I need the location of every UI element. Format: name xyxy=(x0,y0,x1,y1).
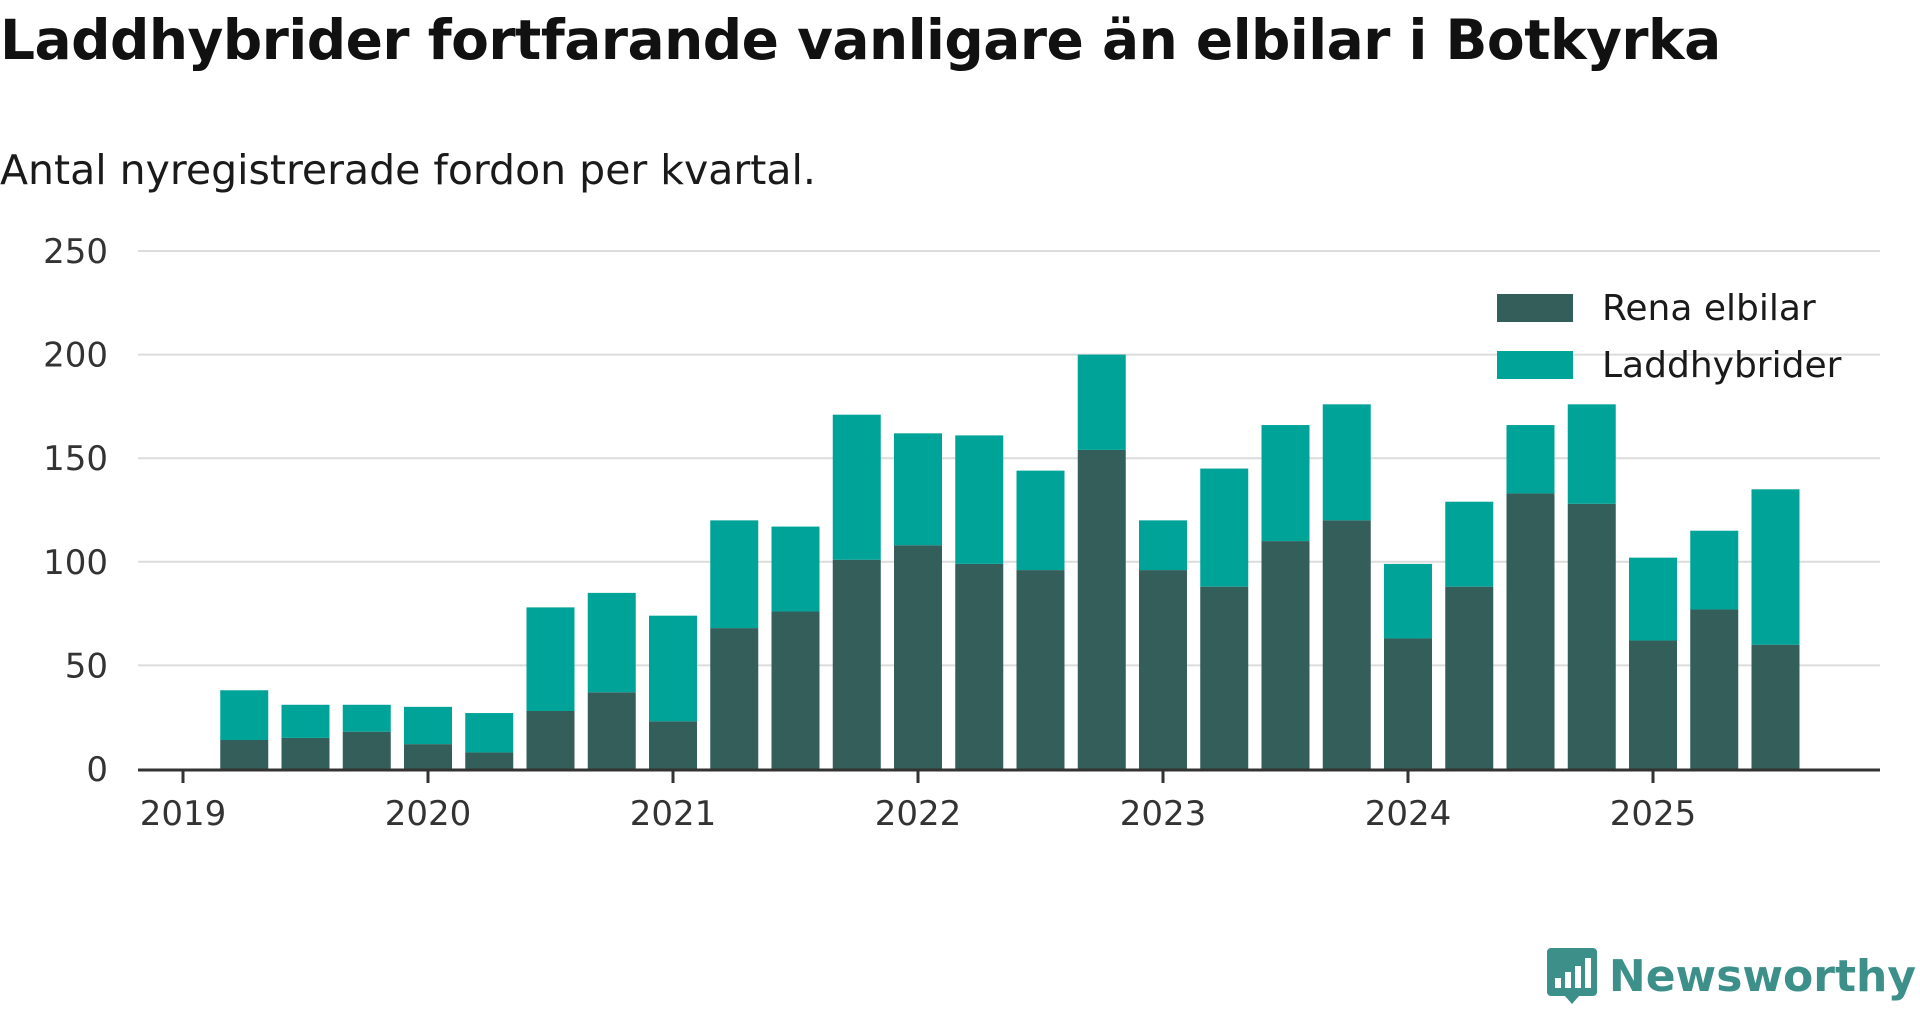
bar-laddhybrider-2023-q1 xyxy=(1139,520,1187,571)
legend: Rena elbilar Laddhybrider xyxy=(1497,288,1842,386)
bar-rena-elbilar-2023-q4 xyxy=(1322,520,1371,769)
bar-laddhybrider-2020-q2 xyxy=(465,713,514,753)
bar-laddhybrider-2025-q2 xyxy=(1690,530,1739,610)
bar-rena-elbilar-2021-q2 xyxy=(710,628,759,769)
y-tick-label-150: 150 xyxy=(43,439,108,479)
bar-rena-elbilar-2025-q1 xyxy=(1629,640,1677,769)
bar-rena-elbilar-2022-q2 xyxy=(955,563,1004,769)
bar-laddhybrider-2023-q2 xyxy=(1200,468,1249,587)
bar-rena-elbilar-2022-q4 xyxy=(1077,449,1126,769)
bar-rena-elbilar-2020-q3 xyxy=(526,710,575,769)
legend-label-rena-elbilar: Rena elbilar xyxy=(1602,288,1816,329)
bar-rena-elbilar-2022-q3 xyxy=(1016,570,1065,769)
bar-rena-elbilar-2021-q1 xyxy=(649,721,697,769)
y-tick-label-250: 250 xyxy=(43,232,108,272)
bar-laddhybrider-2021-q1 xyxy=(649,615,697,722)
bar-rena-elbilar-2020-q1 xyxy=(404,744,452,769)
legend-swatch-laddhybrider xyxy=(1497,351,1573,379)
bar-rena-elbilar-2021-q3 xyxy=(771,611,820,769)
bar-laddhybrider-2023-q3 xyxy=(1261,425,1310,542)
bar-laddhybrider-2024-q1 xyxy=(1384,563,1432,639)
bar-laddhybrider-2019-q4 xyxy=(342,704,391,732)
bar-rena-elbilar-2020-q2 xyxy=(465,752,514,769)
bar-rena-elbilar-2024-q2 xyxy=(1445,586,1494,769)
y-tick-label-100: 100 xyxy=(43,543,108,583)
x-tick-label-2022: 2022 xyxy=(875,794,962,834)
bar-laddhybrider-2022-q3 xyxy=(1016,470,1065,571)
y-tick-label-200: 200 xyxy=(43,336,108,376)
bar-rena-elbilar-2024-q4 xyxy=(1567,503,1616,769)
bar-rena-elbilar-2025-q3 xyxy=(1751,644,1800,769)
legend-label-laddhybrider: Laddhybrider xyxy=(1602,345,1842,386)
bar-rena-elbilar-2025-q2 xyxy=(1690,609,1739,769)
bar-laddhybrider-2024-q3 xyxy=(1506,425,1555,494)
bar-laddhybrider-2022-q2 xyxy=(955,435,1004,564)
x-tick-label-2024: 2024 xyxy=(1365,794,1452,834)
bar-rena-elbilar-2019-q4 xyxy=(342,731,391,769)
bar-laddhybrider-2021-q2 xyxy=(710,520,759,629)
chart-title: Laddhybrider fortfarande vanligare än el… xyxy=(0,8,1721,72)
bar-laddhybrider-2024-q2 xyxy=(1445,501,1494,587)
chart-subtitle: Antal nyregistrerade fordon per kvartal. xyxy=(0,146,816,194)
bar-laddhybrider-2019-q2 xyxy=(220,690,269,740)
y-axis-ticks: 0 50 100 150 200 250 xyxy=(43,232,108,790)
x-tick-label-2023: 2023 xyxy=(1120,794,1207,834)
bar-rena-elbilar-2023-q1 xyxy=(1139,570,1187,769)
y-tick-label-0: 0 xyxy=(86,750,108,790)
x-tick-label-2020: 2020 xyxy=(385,794,472,834)
bar-rena-elbilar-2024-q1 xyxy=(1384,638,1432,769)
bars xyxy=(220,354,1800,769)
bar-rena-elbilar-2020-q4 xyxy=(587,692,636,769)
y-tick-label-50: 50 xyxy=(65,646,108,686)
brand-name: Newsworthy xyxy=(1608,950,1916,1002)
bar-laddhybrider-2019-q3 xyxy=(281,704,330,738)
bar-rena-elbilar-2019-q3 xyxy=(281,737,330,769)
x-tick-label-2019: 2019 xyxy=(140,794,227,834)
bar-rena-elbilar-2022-q1 xyxy=(894,545,942,769)
bar-laddhybrider-2022-q4 xyxy=(1077,354,1126,450)
bar-laddhybrider-2022-q1 xyxy=(894,433,942,546)
bar-laddhybrider-2024-q4 xyxy=(1567,404,1616,504)
x-axis-ticks: 2019 2020 2021 2022 2023 2024 2025 xyxy=(140,770,1697,834)
newsworthy-logo-icon xyxy=(1546,948,1597,1004)
bar-rena-elbilar-2023-q2 xyxy=(1200,586,1249,769)
bar-laddhybrider-2025-q3 xyxy=(1751,489,1800,645)
bar-rena-elbilar-2019-q2 xyxy=(220,739,269,769)
bar-laddhybrider-2025-q1 xyxy=(1629,557,1677,641)
bar-laddhybrider-2021-q4 xyxy=(832,414,881,560)
bar-laddhybrider-2020-q1 xyxy=(404,706,452,745)
x-tick-label-2021: 2021 xyxy=(630,794,717,834)
bar-laddhybrider-2023-q4 xyxy=(1322,404,1371,521)
brand-logo: Newsworthy xyxy=(1546,948,1916,1004)
bar-rena-elbilar-2023-q3 xyxy=(1261,541,1310,769)
bar-rena-elbilar-2024-q3 xyxy=(1506,493,1555,769)
bar-rena-elbilar-2021-q4 xyxy=(832,559,881,769)
bar-laddhybrider-2020-q4 xyxy=(587,592,636,693)
bar-laddhybrider-2020-q3 xyxy=(526,607,575,711)
x-tick-label-2025: 2025 xyxy=(1610,794,1697,834)
legend-swatch-rena-elbilar xyxy=(1497,294,1573,322)
bar-laddhybrider-2021-q3 xyxy=(771,526,820,612)
